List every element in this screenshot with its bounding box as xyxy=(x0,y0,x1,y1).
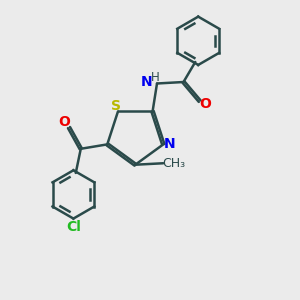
Text: N: N xyxy=(164,137,176,152)
Text: N: N xyxy=(141,75,152,89)
Text: Cl: Cl xyxy=(66,220,81,234)
Text: S: S xyxy=(112,99,122,113)
Text: O: O xyxy=(199,97,211,111)
Text: CH₃: CH₃ xyxy=(162,157,185,170)
Text: O: O xyxy=(58,115,70,129)
Text: H: H xyxy=(151,70,160,83)
